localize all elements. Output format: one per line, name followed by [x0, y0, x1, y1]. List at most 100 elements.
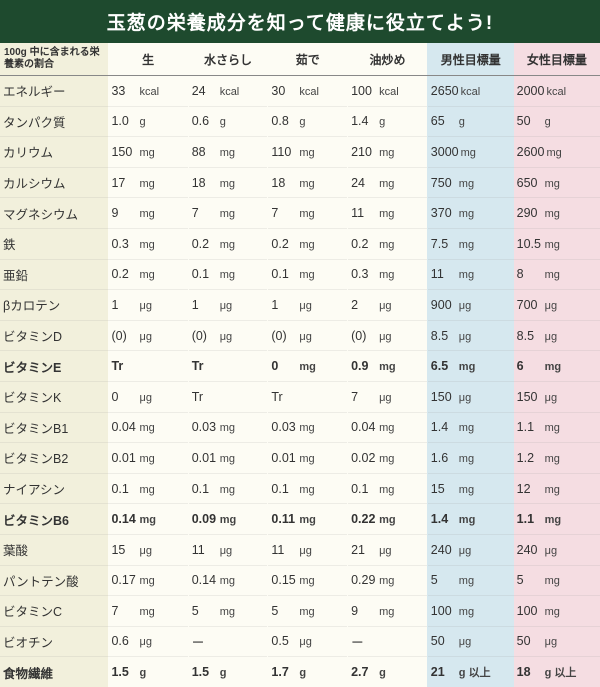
header-female: 女性目標量 — [514, 43, 600, 76]
table-row: 葉酸15μg11μg11μg21μg240μg240μg — [0, 534, 600, 565]
row-label: βカロテン — [0, 290, 108, 321]
cell-female: 1.1mg — [514, 504, 600, 535]
cell-raw: 9mg — [108, 198, 188, 229]
cell-water: 0.1mg — [188, 473, 268, 504]
cell-water: 0.6g — [188, 106, 268, 137]
cell-fry: 0.3mg — [348, 259, 428, 290]
cell-boil: 0.1mg — [268, 473, 348, 504]
cell-water: Tr — [188, 381, 268, 412]
cell-female: 10.5mg — [514, 228, 600, 259]
cell-water: (0)μg — [188, 320, 268, 351]
cell-female: 150μg — [514, 381, 600, 412]
cell-boil: 1μg — [268, 290, 348, 321]
cell-male: 21g 以上 — [427, 657, 513, 687]
cell-male: 65g — [427, 106, 513, 137]
cell-male: 15mg — [427, 473, 513, 504]
header-water: 水さらし — [188, 43, 268, 76]
cell-male: 370mg — [427, 198, 513, 229]
cell-boil: 0.15mg — [268, 565, 348, 596]
table-row: ビオチン0.6μgー0.5μgー50μg50μg — [0, 626, 600, 657]
table-row: ビタミンB10.04mg0.03mg0.03mg0.04mg1.4mg1.1mg — [0, 412, 600, 443]
cell-raw: 0.14mg — [108, 504, 188, 535]
cell-boil: 110mg — [268, 137, 348, 168]
cell-raw: 15μg — [108, 534, 188, 565]
cell-water: ー — [188, 626, 268, 657]
cell-boil: 1.7g — [268, 657, 348, 687]
cell-raw: Tr — [108, 351, 188, 382]
cell-water: 1μg — [188, 290, 268, 321]
cell-female: 50μg — [514, 626, 600, 657]
cell-male: 1.4mg — [427, 504, 513, 535]
row-label: ビタミンC — [0, 596, 108, 627]
table-row: ビタミンK0μgTrTr7μg150μg150μg — [0, 381, 600, 412]
cell-fry: 1.4g — [348, 106, 428, 137]
cell-male: 50μg — [427, 626, 513, 657]
table-row: 食物繊維1.5g1.5g1.7g2.7g21g 以上18g 以上 — [0, 657, 600, 687]
cell-boil: 0.1mg — [268, 259, 348, 290]
cell-fry: 210mg — [348, 137, 428, 168]
cell-female: 1.1mg — [514, 412, 600, 443]
row-label: ビタミンD — [0, 320, 108, 351]
row-label: 食物繊維 — [0, 657, 108, 687]
cell-female: 8.5μg — [514, 320, 600, 351]
header-row: 100g 中に含まれる栄養素の割合 生 水さらし 茹で 油炒め 男性目標量 女性… — [0, 43, 600, 76]
cell-female: 6mg — [514, 351, 600, 382]
cell-boil: 5mg — [268, 596, 348, 627]
cell-male: 11mg — [427, 259, 513, 290]
cell-male: 750mg — [427, 167, 513, 198]
cell-raw: 33kcal — [108, 76, 188, 107]
row-label: ビタミンE — [0, 351, 108, 382]
cell-boil: 0.03mg — [268, 412, 348, 443]
row-label: ビタミンK — [0, 381, 108, 412]
cell-female: 8mg — [514, 259, 600, 290]
cell-fry: 11mg — [348, 198, 428, 229]
header-fry: 油炒め — [348, 43, 428, 76]
header-boil: 茹で — [268, 43, 348, 76]
cell-male: 2650kcal — [427, 76, 513, 107]
cell-boil: 11μg — [268, 534, 348, 565]
header-corner: 100g 中に含まれる栄養素の割合 — [0, 43, 108, 76]
cell-fry: 0.1mg — [348, 473, 428, 504]
cell-boil: Tr — [268, 381, 348, 412]
table-row: βカロテン1μg1μg1μg2μg900μg700μg — [0, 290, 600, 321]
nutrition-table: 100g 中に含まれる栄養素の割合 生 水さらし 茹で 油炒め 男性目標量 女性… — [0, 43, 600, 687]
cell-fry: 100kcal — [348, 76, 428, 107]
row-label: パントテン酸 — [0, 565, 108, 596]
cell-raw: 150mg — [108, 137, 188, 168]
cell-water: 18mg — [188, 167, 268, 198]
row-label: カルシウム — [0, 167, 108, 198]
row-label: ビオチン — [0, 626, 108, 657]
cell-male: 3000mg — [427, 137, 513, 168]
table-row: パントテン酸0.17mg0.14mg0.15mg0.29mg5mg5mg — [0, 565, 600, 596]
cell-male: 8.5μg — [427, 320, 513, 351]
table-row: ナイアシン0.1mg0.1mg0.1mg0.1mg15mg12mg — [0, 473, 600, 504]
cell-fry: 2μg — [348, 290, 428, 321]
cell-boil: 30kcal — [268, 76, 348, 107]
cell-boil: 0.2mg — [268, 228, 348, 259]
cell-fry: 24mg — [348, 167, 428, 198]
cell-boil: 18mg — [268, 167, 348, 198]
cell-female: 2600mg — [514, 137, 600, 168]
cell-raw: (0)μg — [108, 320, 188, 351]
header-raw: 生 — [108, 43, 188, 76]
cell-boil: 0.5μg — [268, 626, 348, 657]
cell-water: 0.14mg — [188, 565, 268, 596]
cell-female: 5mg — [514, 565, 600, 596]
cell-male: 100mg — [427, 596, 513, 627]
row-label: ビタミンB1 — [0, 412, 108, 443]
cell-raw: 17mg — [108, 167, 188, 198]
cell-female: 290mg — [514, 198, 600, 229]
cell-female: 1.2mg — [514, 443, 600, 474]
row-label: マグネシウム — [0, 198, 108, 229]
row-label: 葉酸 — [0, 534, 108, 565]
cell-boil: (0)μg — [268, 320, 348, 351]
cell-male: 1.4mg — [427, 412, 513, 443]
cell-raw: 1.5g — [108, 657, 188, 687]
cell-male: 900μg — [427, 290, 513, 321]
cell-water: 24kcal — [188, 76, 268, 107]
table-row: カルシウム17mg18mg18mg24mg750mg650mg — [0, 167, 600, 198]
cell-raw: 0.2mg — [108, 259, 188, 290]
cell-fry: 0.04mg — [348, 412, 428, 443]
cell-fry: 0.22mg — [348, 504, 428, 535]
cell-boil: 0.01mg — [268, 443, 348, 474]
